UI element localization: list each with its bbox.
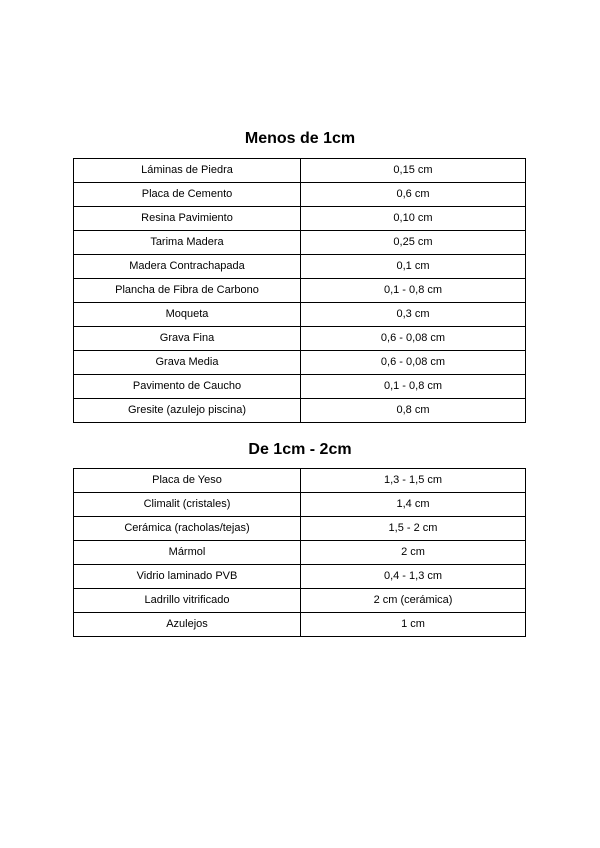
thickness-cell: 0,1 - 0,8 cm: [300, 374, 526, 399]
table-row: Climalit (cristales) 1,4 cm: [73, 492, 526, 517]
thickness-cell: 0,15 cm: [300, 158, 526, 183]
materials-table-1-2cm: Placa de Yeso 1,3 - 1,5 cm Climalit (crist…: [73, 468, 526, 637]
table-row: Madera Contrachapada 0,1 cm: [73, 254, 526, 279]
material-cell: Grava Fina: [73, 326, 301, 351]
table-row: Tarima Madera 0,25 cm: [73, 230, 526, 255]
materials-table-under-1cm: Láminas de Piedra 0,15 cm Placa de Cemento…: [73, 158, 526, 423]
material-cell: Grava Media: [73, 350, 301, 375]
table-row: Resina Pavimiento 0,10 cm: [73, 206, 526, 231]
thickness-cell: 0,6 - 0,08 cm: [300, 350, 526, 375]
thickness-cell: 0,8 cm: [300, 398, 526, 423]
section-title: Menos de 1cm: [244, 130, 356, 147]
table-row: Cerámica (racholas/tejas) 1,5 - 2 cm: [73, 516, 526, 541]
thickness-cell: 0,4 - 1,3 cm: [300, 564, 526, 589]
material-cell: Láminas de Piedra: [73, 158, 301, 183]
material-cell: Climalit (cristales): [73, 492, 301, 517]
table-row: Gresite (azulejo piscina) 0,8 cm: [73, 398, 526, 423]
material-cell: Azulejos: [73, 612, 301, 637]
material-cell: Resina Pavimiento: [73, 206, 301, 231]
material-cell: Ladrillo vitrificado: [73, 588, 301, 613]
table-row: Vidrio laminado PVB 0,4 - 1,3 cm: [73, 564, 526, 589]
material-cell: Vidrio laminado PVB: [73, 564, 301, 589]
material-cell: Tarima Madera: [73, 230, 301, 255]
material-cell: Mármol: [73, 540, 301, 565]
table-row: Grava Media 0,6 - 0,08 cm: [73, 350, 526, 375]
thickness-cell: 0,1 - 0,8 cm: [300, 278, 526, 303]
material-cell: Cerámica (racholas/tejas): [73, 516, 301, 541]
material-cell: Moqueta: [73, 302, 301, 327]
thickness-cell: 1,5 - 2 cm: [300, 516, 526, 541]
thickness-cell: 0,6 cm: [300, 182, 526, 207]
thickness-cell: 0,10 cm: [300, 206, 526, 231]
table-row: Moqueta 0,3 cm: [73, 302, 526, 327]
thickness-cell: 1,3 - 1,5 cm: [300, 468, 526, 493]
table-row: Pavimento de Caucho 0,1 - 0,8 cm: [73, 374, 526, 399]
table-row: Mármol 2 cm: [73, 540, 526, 565]
material-cell: Madera Contrachapada: [73, 254, 301, 279]
thickness-cell: 0,1 cm: [300, 254, 526, 279]
material-cell: Gresite (azulejo piscina): [73, 398, 301, 423]
material-cell: Placa de Yeso: [73, 468, 301, 493]
table-row: Azulejos 1 cm: [73, 612, 526, 637]
thickness-cell: 0,3 cm: [300, 302, 526, 327]
thickness-cell: 0,25 cm: [300, 230, 526, 255]
thickness-cell: 1 cm: [300, 612, 526, 637]
table-row: Grava Fina 0,6 - 0,08 cm: [73, 326, 526, 351]
table-row: Ladrillo vitrificado 2 cm (cerámica): [73, 588, 526, 613]
thickness-cell: 1,4 cm: [300, 492, 526, 517]
material-cell: Placa de Cemento: [73, 182, 301, 207]
section-title: De 1cm - 2cm: [248, 441, 352, 458]
table-row: Láminas de Piedra 0,15 cm: [73, 158, 526, 183]
thickness-cell: 2 cm: [300, 540, 526, 565]
thickness-cell: 2 cm (cerámica): [300, 588, 526, 613]
material-cell: Pavimento de Caucho: [73, 374, 301, 399]
table-row: Placa de Yeso 1,3 - 1,5 cm: [73, 468, 526, 493]
table-row: Plancha de Fibra de Carbono 0,1 - 0,8 cm: [73, 278, 526, 303]
table-row: Placa de Cemento 0,6 cm: [73, 182, 526, 207]
thickness-cell: 0,6 - 0,08 cm: [300, 326, 526, 351]
material-cell: Plancha de Fibra de Carbono: [73, 278, 301, 303]
